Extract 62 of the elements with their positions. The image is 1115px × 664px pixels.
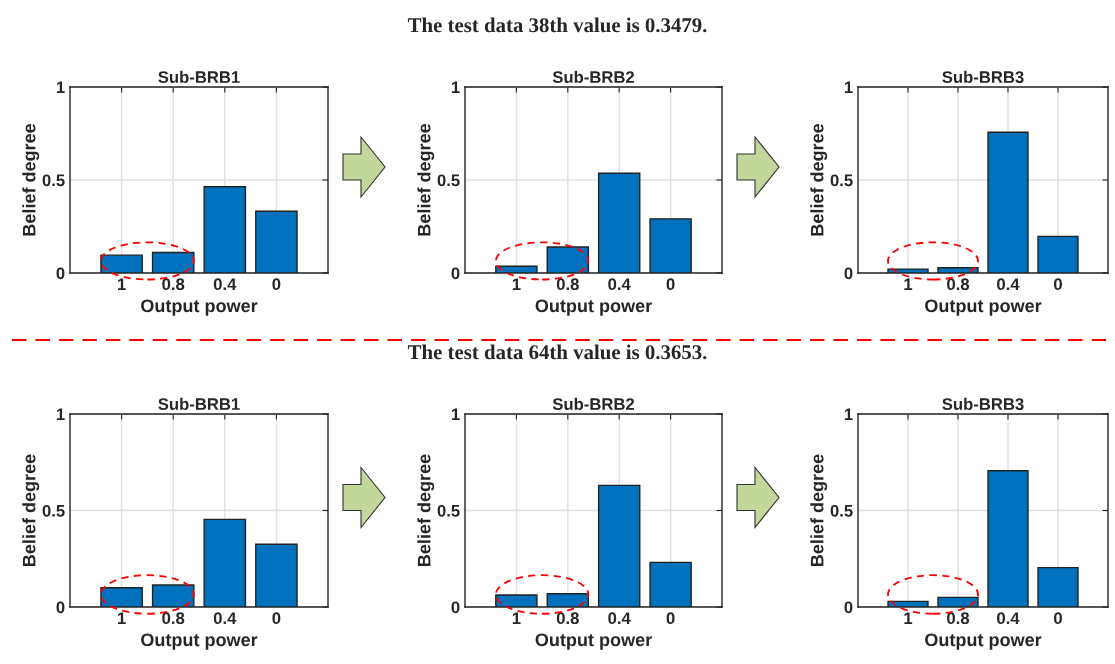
x-tick-label: 0.4 <box>608 278 631 291</box>
x-axis-title: Output power <box>925 633 1042 650</box>
x-tick-label: 0.4 <box>997 612 1020 625</box>
chart-title: Sub-BRB1 <box>158 70 240 83</box>
x-tick-label: 1 <box>118 278 126 290</box>
text: The test data 64th value is 0.3653. <box>407 344 707 360</box>
x-tick-label: 1 <box>512 612 521 624</box>
x-tick-label: 0.4 <box>213 612 237 625</box>
x-tick-label: 1 <box>118 612 126 624</box>
y-tick-label: 1 <box>56 81 65 94</box>
x-tick-label: 0.8 <box>947 612 970 625</box>
y-axis-title: Belief degree <box>22 123 40 236</box>
y-tick-label: 0 <box>844 601 853 614</box>
x-tick-label: 1 <box>904 612 913 624</box>
x-tick-label: 0.4 <box>608 612 631 625</box>
x-tick-label: 0.8 <box>162 612 185 625</box>
y-tick-label: 0 <box>56 601 65 614</box>
x-tick-label: 0.8 <box>947 278 970 291</box>
chart-title: Sub-BRB3 <box>942 70 1024 84</box>
x-tick-label: 0.4 <box>213 278 237 291</box>
x-tick-label: 0 <box>666 612 675 625</box>
x-axis-title: Output power <box>535 299 652 316</box>
y-axis-title: Belief degree <box>417 454 435 566</box>
x-tick-label: 0 <box>666 278 675 291</box>
chart-title: Sub-BRB3 <box>942 397 1024 411</box>
y-tick-label: 0.5 <box>437 174 460 187</box>
y-axis-title: Belief degree <box>810 123 828 236</box>
y-tick-label: 0 <box>451 267 460 280</box>
chart-title: Sub-BRB2 <box>552 397 635 410</box>
y-tick-label: 0.5 <box>437 504 460 517</box>
y-tick-label: 1 <box>844 408 853 421</box>
x-tick-label: 0 <box>1054 278 1062 291</box>
x-tick-label: 0.8 <box>556 612 579 625</box>
x-tick-label: 0.4 <box>997 278 1020 291</box>
y-tick-label: 0.5 <box>830 504 853 517</box>
y-tick-label: 1 <box>451 408 460 421</box>
y-tick-label: 0.5 <box>42 504 65 517</box>
y-axis-title: Belief degree <box>810 454 828 566</box>
chart-title: Sub-BRB1 <box>158 397 240 410</box>
x-tick-label: 0 <box>1054 612 1062 625</box>
y-tick-label: 1 <box>844 81 853 94</box>
y-tick-label: 0 <box>844 267 853 280</box>
chart-title: Sub-BRB2 <box>552 70 635 83</box>
y-tick-label: 1 <box>451 81 460 94</box>
x-tick-label: 0.8 <box>556 278 579 291</box>
x-tick-label: 1 <box>512 278 521 290</box>
x-tick-label: 0.8 <box>162 278 185 291</box>
y-axis-title: Belief degree <box>417 123 435 236</box>
y-tick-label: 1 <box>56 408 65 421</box>
y-tick-label: 0.5 <box>42 174 65 187</box>
x-tick-label: 1 <box>904 278 913 290</box>
y-tick-label: 0 <box>56 267 65 280</box>
y-tick-label: 0.5 <box>830 174 853 187</box>
x-axis-title: Output power <box>925 299 1042 316</box>
text: The test data 38th value is 0.3479. <box>407 17 707 33</box>
x-axis-title: Output power <box>535 633 652 650</box>
x-axis-title: Output power <box>141 633 258 650</box>
x-tick-label: 0 <box>272 612 281 625</box>
x-axis-title: Output power <box>141 299 258 316</box>
x-tick-label: 0 <box>272 278 281 291</box>
y-tick-label: 0 <box>451 601 460 614</box>
y-axis-title: Belief degree <box>22 454 40 566</box>
